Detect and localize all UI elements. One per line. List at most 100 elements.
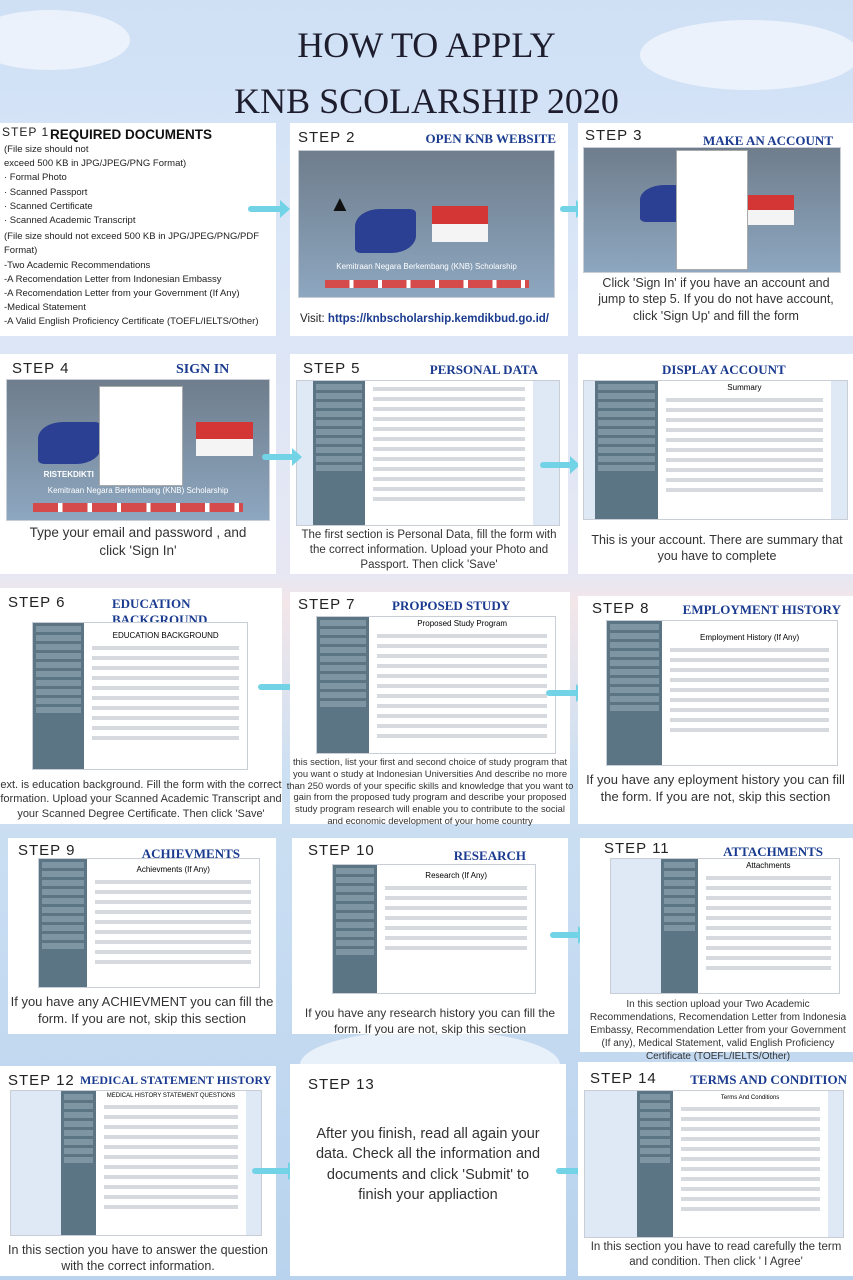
step-name: OPEN KNB WEBSITE xyxy=(425,131,556,146)
step-caption: In this section upload your Two Academic… xyxy=(589,999,847,1062)
step-caption: If you have any research history you can… xyxy=(304,1006,556,1036)
cloud xyxy=(0,10,130,70)
step-name: ACHIEVMENTS xyxy=(141,846,240,861)
step-label: STEP 6 xyxy=(8,594,66,611)
sidebar xyxy=(312,381,366,525)
indonesia-flag-icon xyxy=(737,195,794,210)
step14-card: STEP 13 After you finish, read all again… xyxy=(290,1064,566,1276)
step-label: STEP 14 xyxy=(590,1070,657,1087)
sidebar xyxy=(333,865,378,993)
form: Research (If Any) xyxy=(377,865,535,993)
form-title: Employment History (If Any) xyxy=(700,633,800,642)
form: EDUCATION BACKGROUND xyxy=(84,623,247,769)
req-line: · Formal Photo xyxy=(4,172,67,184)
visit-label: Visit: xyxy=(300,313,325,325)
step-label: STEP 5 xyxy=(303,360,361,377)
step-label: STEP 2 xyxy=(298,129,356,146)
step9-card: STEP 8 EMPLOYMENT HISTORY Employment His… xyxy=(578,596,853,824)
sidebar xyxy=(661,859,698,993)
indonesia-flag-icon xyxy=(195,438,254,456)
form-title: MEDICAL HISTORY STATEMENT QUESTIONS xyxy=(106,1093,236,1099)
signin-dialog xyxy=(98,385,183,487)
step5-card: STEP 5 PERSONAL DATA The first section i… xyxy=(290,354,568,574)
step-caption: This is your account. There are summary … xyxy=(591,533,843,564)
knb-url-link[interactable]: https://knbscholarship.kemdikbud.go.id/ xyxy=(327,313,549,325)
form: Achievments (If Any) xyxy=(87,859,259,987)
step-label: STEP 1 xyxy=(2,125,50,139)
step1-card: STEP 1 REQUIRED DOCUMENTS (File size sho… xyxy=(0,123,276,336)
sidebar xyxy=(33,623,85,769)
step12-card: STEP 11 ATTACHMENTS Attachments In this … xyxy=(580,838,853,1062)
step-label: STEP 4 xyxy=(12,360,70,377)
step11-card: STEP 10 RESEARCH Research (If Any) If yo… xyxy=(292,838,568,1036)
requirements-list: (File size should not exceed 500 KB in J… xyxy=(4,143,259,330)
step7-card: STEP 6 EDUCATION BACKGROUND EDUCATION BA… xyxy=(0,588,282,824)
step-label: STEP 3 xyxy=(585,127,643,144)
flow-arrow xyxy=(540,456,580,474)
step-name: REQUIRED DOCUMENTS xyxy=(50,127,213,142)
step-caption: Click 'Sign In' if you have an account a… xyxy=(598,276,834,323)
step-caption: If you have any eployment history you ca… xyxy=(586,772,845,804)
step-name: DISPLAY ACCOUNT xyxy=(662,362,786,377)
form: Proposed Study Program xyxy=(369,617,555,753)
indonesia-flag-icon xyxy=(431,206,488,224)
step-label: STEP 10 xyxy=(308,842,375,859)
form-title: EDUCATION BACKGROUND xyxy=(112,631,219,640)
form-title: Proposed Study Program xyxy=(417,619,508,628)
req-line: (File size should not exceed 500 KB in J… xyxy=(4,231,260,243)
req-line: -A Recomendation Letter from your Govern… xyxy=(4,288,240,300)
step-label: STEP 13 xyxy=(308,1076,375,1093)
sidebar xyxy=(39,859,88,987)
step-name: ATTACHMENTS xyxy=(723,844,823,859)
step-caption: this section, list your first and second… xyxy=(286,756,574,826)
knb-website-screenshot: ▲ Kemitraan Negara Berkembang (KNB) Scho… xyxy=(298,150,555,298)
step-caption: The first section is Personal Data, fill… xyxy=(301,529,557,571)
graduation-cap-icon: ▲ xyxy=(329,191,351,216)
sidebar xyxy=(317,617,370,753)
personal-data-screenshot xyxy=(296,380,560,526)
flow-arrow xyxy=(550,926,588,944)
flow-arrow xyxy=(252,1162,298,1180)
ristekdikti-logo xyxy=(38,422,102,464)
attachments-screenshot: Attachments xyxy=(610,858,840,994)
indonesia-flag-icon xyxy=(737,210,794,225)
req-line: · Scanned Passport xyxy=(4,186,88,198)
step-name: MEDICAL STATEMENT HISTORY xyxy=(80,1073,272,1087)
signup-dialog xyxy=(676,150,748,270)
flow-arrow xyxy=(248,200,290,218)
form: Attachments xyxy=(697,859,839,993)
ristekdikti-logo xyxy=(355,209,417,254)
sidebar xyxy=(594,381,658,519)
research-screenshot: Research (If Any) xyxy=(332,864,536,994)
form xyxy=(365,381,533,525)
req-line: Format) xyxy=(4,245,38,257)
req-line: · Scanned Academic Transcript xyxy=(4,215,136,227)
terms-screenshot: Terms And Conditions xyxy=(584,1090,844,1238)
employment-screenshot: Employment History (If Any) xyxy=(606,620,838,766)
step3-card: STEP 3 MAKE AN ACCOUNT Click 'Sign In' i… xyxy=(578,123,853,336)
page-title-line2: KNB SCOLARSHIP 2020 xyxy=(234,81,619,121)
form: Summary xyxy=(657,381,832,519)
flow-arrow xyxy=(560,200,586,218)
step-label: STEP 8 xyxy=(592,600,650,617)
shot-caption: Kemitraan Negara Berkembang (KNB) Schola… xyxy=(47,485,229,495)
final-instructions: After you finish, read all again your da… xyxy=(315,1126,541,1203)
step-label: STEP 12 xyxy=(8,1072,75,1089)
form: Terms And Conditions xyxy=(672,1091,828,1237)
flow-arrow xyxy=(262,448,302,466)
step-name: PERSONAL DATA xyxy=(429,362,538,377)
shot-caption: Kemitraan Negara Berkembang (KNB) Schola… xyxy=(336,261,517,271)
form-title: Achievments (If Any) xyxy=(136,865,210,874)
step-label: STEP 9 xyxy=(18,842,76,859)
step-caption: In this section you have to answer the q… xyxy=(8,1243,268,1274)
step4-card: STEP 4 SIGN IN RISTEKDIKTI Kemitraan Neg… xyxy=(0,354,276,574)
step-caption: In this section you have to read careful… xyxy=(590,1241,842,1268)
flow-arrow xyxy=(258,678,300,696)
page-title-line1: HOW TO APPLY xyxy=(297,25,556,65)
indonesia-flag-icon xyxy=(431,224,488,242)
step-name: MAKE AN ACCOUNT xyxy=(702,133,833,148)
achievments-screenshot: Achievments (If Any) xyxy=(38,858,260,988)
signin-screenshot: RISTEKDIKTI Kemitraan Negara Berkembang … xyxy=(6,379,270,521)
nav-buttons xyxy=(324,279,529,289)
step8-card: STEP 7 PROPOSED STUDY PROGAM Proposed St… xyxy=(287,592,573,826)
